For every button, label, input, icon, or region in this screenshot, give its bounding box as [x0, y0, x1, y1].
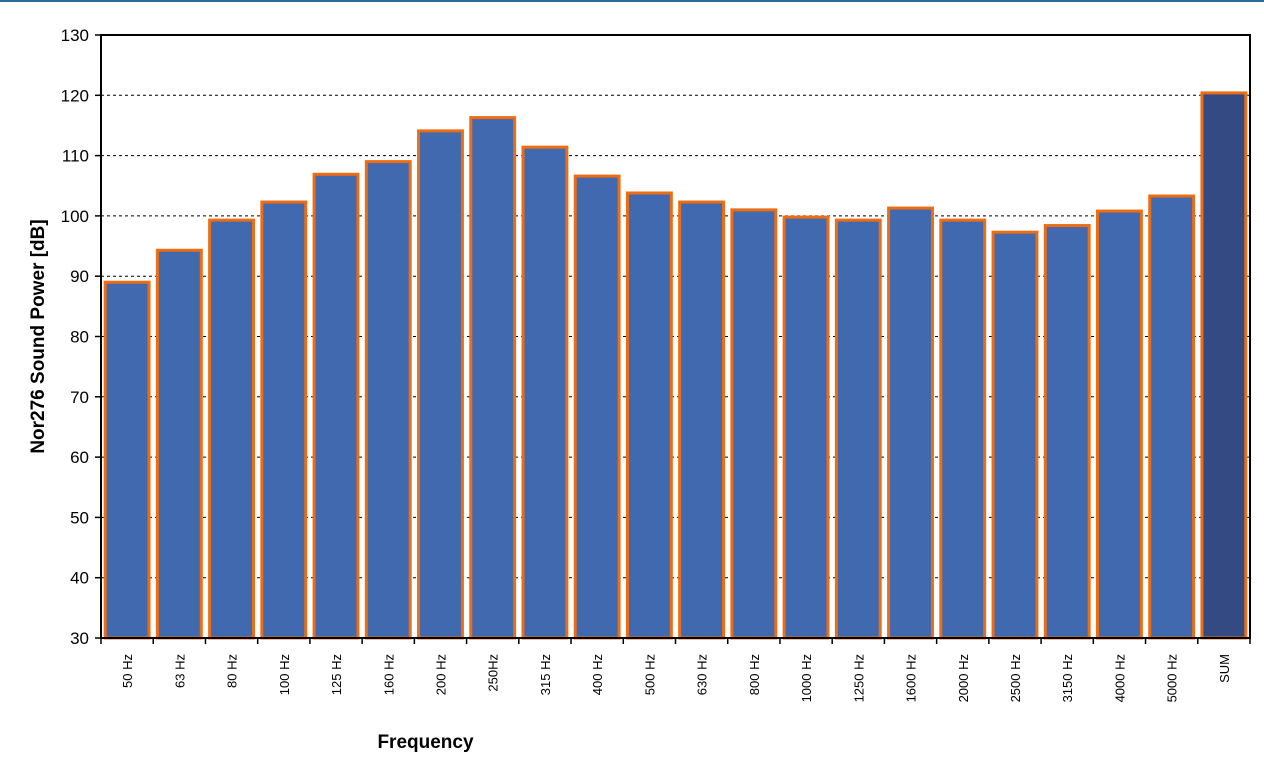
y-axis-title: Nor276 Sound Power [dB]: [28, 219, 49, 453]
bar-160hz: [364, 160, 412, 640]
y-tick-label: 130: [61, 26, 89, 45]
bar-1600hz: [887, 206, 934, 640]
y-tick-label: 60: [70, 448, 89, 467]
bar-1000hz: [782, 215, 830, 640]
y-tick-label: 30: [70, 629, 89, 648]
bar-800hz: [730, 208, 778, 640]
y-tick-label: 70: [70, 388, 89, 407]
y-tick-label: 40: [70, 569, 89, 588]
x-tick-label: 125 Hz: [329, 654, 344, 695]
bar-100hz: [260, 200, 308, 640]
x-tick-label: 250Hz: [486, 654, 501, 692]
y-tick-label: 100: [61, 207, 89, 226]
x-tick-label: 2500 Hz: [1008, 654, 1023, 702]
bar-80hz: [208, 218, 256, 640]
bar-3150hz: [1043, 224, 1091, 640]
x-tick-label: 1000 Hz: [799, 654, 814, 702]
bar-400hz: [573, 174, 621, 640]
x-tick-label: SUM: [1217, 654, 1232, 683]
bar-4000hz: [1095, 209, 1143, 640]
x-tick-label: 2000 Hz: [956, 654, 971, 702]
x-tick-label: 63 Hz: [172, 654, 187, 688]
x-tick-label: 3150 Hz: [1060, 654, 1075, 702]
bar-315hz: [521, 145, 569, 640]
bar-630hz: [678, 200, 726, 640]
y-axis-ticks: 30 40 50 60 70 80 90 100 110 120 130: [61, 26, 101, 648]
y-tick-label: 80: [70, 328, 89, 347]
bar-500hz: [625, 191, 673, 640]
x-axis-ticks: 50 Hz 63 Hz 80 Hz 100 Hz 125 Hz 160 Hz 200 Hz 2…: [100, 638, 1251, 702]
x-tick-label: 80 Hz: [225, 654, 240, 688]
x-tick-label: 315 Hz: [538, 654, 553, 695]
x-tick-label: 5000 Hz: [1165, 654, 1180, 702]
x-tick-label: 630 Hz: [695, 654, 710, 695]
x-tick-label: 1600 Hz: [904, 654, 919, 702]
x-tick-label: 800 Hz: [747, 654, 762, 695]
top-rule: [0, 0, 1264, 2]
bar-sum: [1200, 91, 1248, 640]
x-tick-label: 100 Hz: [277, 654, 292, 695]
bar-125hz: [312, 172, 360, 640]
bar-63hz: [155, 248, 203, 640]
y-tick-label: 120: [61, 86, 89, 105]
bars: [103, 91, 1248, 640]
y-tick-label: 110: [62, 147, 89, 166]
y-tick-label: 90: [70, 267, 89, 286]
bar-50hz: [103, 280, 151, 640]
bar-250hz: [469, 116, 517, 640]
x-tick-label: 160 Hz: [381, 654, 396, 695]
bar-1250hz: [834, 218, 882, 640]
x-tick-label: 4000 Hz: [1112, 654, 1127, 702]
x-tick-label: 1250 Hz: [851, 654, 866, 702]
bar-200hz: [417, 129, 464, 640]
x-tick-label: 500 Hz: [642, 654, 657, 695]
x-axis-title: Frequency: [377, 732, 474, 753]
x-tick-label: 50 Hz: [120, 654, 135, 688]
y-tick-label: 50: [70, 508, 89, 527]
x-tick-label: 400 Hz: [590, 654, 605, 695]
bar-5000hz: [1148, 194, 1196, 640]
x-tick-label: 200 Hz: [433, 654, 448, 695]
bar-2000hz: [939, 218, 987, 640]
bar-2500hz: [991, 230, 1039, 640]
